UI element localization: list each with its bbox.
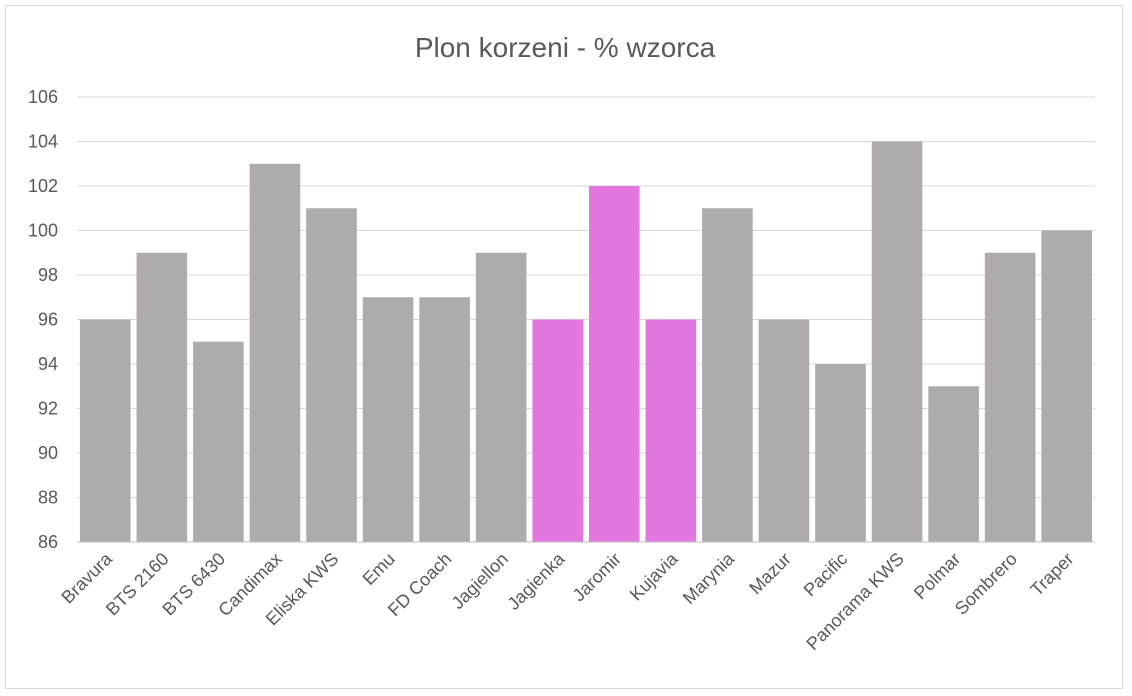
bar-emu	[362, 297, 414, 542]
x-category-label: Traper	[1026, 549, 1077, 600]
bar-bts-2160	[136, 252, 188, 542]
y-tick-label: 90	[38, 443, 58, 463]
x-category-label: Pacific	[800, 549, 852, 601]
x-category-label: Jagiellon	[448, 549, 512, 613]
bar-eliska-kws	[306, 208, 357, 542]
y-axis-tick-labels: 86 88 90 92 94 96 98 100 102 104 106	[28, 87, 58, 552]
x-category-label: Emu	[359, 549, 399, 589]
y-tick-label: 94	[38, 354, 58, 374]
x-category-label: Polmar	[910, 549, 964, 603]
bar-jagienka	[532, 319, 584, 542]
bar-polmar	[928, 386, 979, 542]
y-tick-label: 100	[28, 221, 58, 241]
bar-fd-coach	[419, 297, 470, 542]
bar-panorama-kws	[871, 141, 923, 542]
y-tick-label: 104	[28, 132, 58, 152]
bar-mazur	[758, 319, 810, 542]
bar-marynia	[702, 208, 753, 542]
x-category-label: Mazur	[745, 549, 795, 599]
bars	[79, 141, 1093, 542]
y-tick-label: 92	[38, 399, 58, 419]
chart-title: Plon korzeni - % wzorca	[415, 32, 716, 63]
y-tick-label: 96	[38, 310, 58, 330]
x-category-label: Jaromir	[569, 549, 626, 606]
bar-sombrero	[984, 252, 1036, 542]
bar-jaromir	[588, 186, 640, 542]
y-tick-label: 106	[28, 87, 58, 107]
bar-pacific	[815, 364, 866, 542]
x-category-label: Panorama KWS	[802, 549, 907, 654]
bar-kujavia	[645, 319, 697, 542]
x-category-label: Marynia	[679, 548, 739, 608]
y-tick-label: 86	[38, 532, 58, 552]
y-tick-label: 102	[28, 176, 58, 196]
x-category-label: Sombrero	[951, 549, 1021, 619]
bar-candimax	[249, 163, 301, 542]
y-tick-label: 88	[38, 488, 58, 508]
bar-bravura	[79, 319, 131, 542]
y-tick-label: 98	[38, 265, 58, 285]
bar-traper	[1041, 230, 1093, 542]
x-category-label: Jagienka	[503, 548, 569, 614]
x-category-label: Kujavia	[626, 548, 683, 605]
bar-bts-6430	[193, 341, 244, 542]
bar-jagiellon	[475, 252, 527, 542]
